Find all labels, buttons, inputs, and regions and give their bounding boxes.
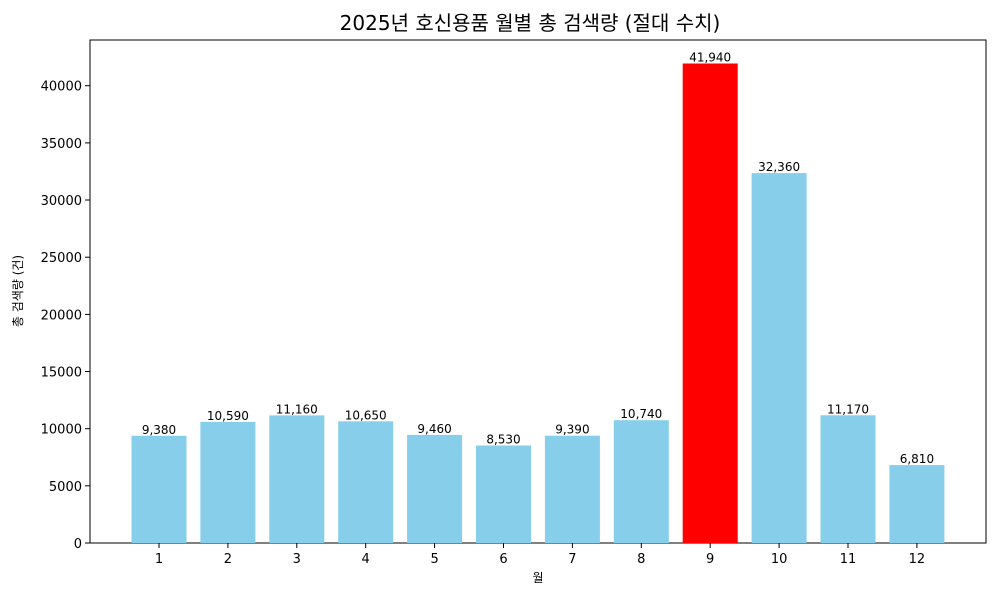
y-tick-label: 35000: [41, 137, 82, 152]
x-tick-label: 2: [224, 552, 232, 567]
y-axis-label: 총 검색량 (건): [11, 255, 25, 327]
data-label-month-12: 6,810: [900, 452, 934, 466]
data-label-month-4: 10,650: [345, 408, 387, 422]
y-axis: 0 5000 10000 15000 20000 25000 30000 35000 40000: [41, 80, 90, 552]
y-tick-label: 30000: [41, 194, 82, 209]
bar-month-11: [820, 415, 876, 543]
bar-month-8: [613, 420, 669, 543]
bar-month-2: [200, 421, 256, 543]
x-axis-label: 월: [532, 571, 543, 585]
bar-month-1: [131, 435, 187, 543]
y-tick-label: 25000: [41, 251, 82, 266]
x-tick-label: 10: [771, 552, 788, 567]
data-label-month-7: 9,390: [555, 423, 589, 437]
bar-month-12: [889, 465, 945, 543]
bar-month-7: [544, 435, 600, 543]
data-labels-group: 9,380 10,590 11,160 10,650 9,460 8,530 9,390 10…: [142, 51, 934, 467]
data-label-month-6: 8,530: [486, 433, 520, 447]
data-label-month-9: 41,940: [689, 51, 731, 65]
bar-month-10: [751, 173, 807, 543]
x-tick-label: 3: [293, 552, 301, 567]
data-label-month-10: 32,360: [758, 160, 800, 174]
x-tick-label: 7: [568, 552, 576, 567]
data-label-month-2: 10,590: [207, 409, 249, 423]
x-tick-label: 12: [909, 552, 926, 567]
y-tick-label: 20000: [41, 308, 82, 323]
x-tick-label: 8: [637, 552, 645, 567]
data-label-month-3: 11,160: [276, 402, 318, 416]
x-tick-label: 11: [840, 552, 857, 567]
x-tick-label: 1: [155, 552, 163, 567]
bar-month-9: [682, 63, 738, 543]
data-label-month-8: 10,740: [620, 407, 662, 421]
y-tick-label: 15000: [41, 366, 82, 381]
y-tick-label: 40000: [41, 80, 82, 95]
y-tick-label: 0: [74, 537, 82, 552]
data-label-month-5: 9,460: [417, 422, 451, 436]
bar-month-6: [476, 445, 531, 543]
x-tick-label: 9: [706, 552, 714, 567]
x-tick-label: 5: [430, 552, 438, 567]
bar-month-4: [338, 421, 394, 543]
x-tick-label: 4: [362, 552, 370, 567]
x-tick-label: 6: [499, 552, 507, 567]
chart-title: 2025년 호신용품 월별 총 검색량 (절대 수치): [340, 11, 721, 35]
y-tick-label: 5000: [49, 480, 82, 495]
bars-group: [131, 63, 945, 543]
y-tick-label: 10000: [41, 423, 82, 438]
data-label-month-1: 9,380: [142, 423, 176, 437]
bar-month-3: [269, 415, 325, 543]
data-label-month-11: 11,170: [827, 402, 869, 416]
plot-area: [89, 39, 987, 544]
bar-month-5: [407, 434, 463, 543]
x-axis: 1 2 3 4 5 6 7 8 9 10 11 12: [155, 543, 925, 567]
